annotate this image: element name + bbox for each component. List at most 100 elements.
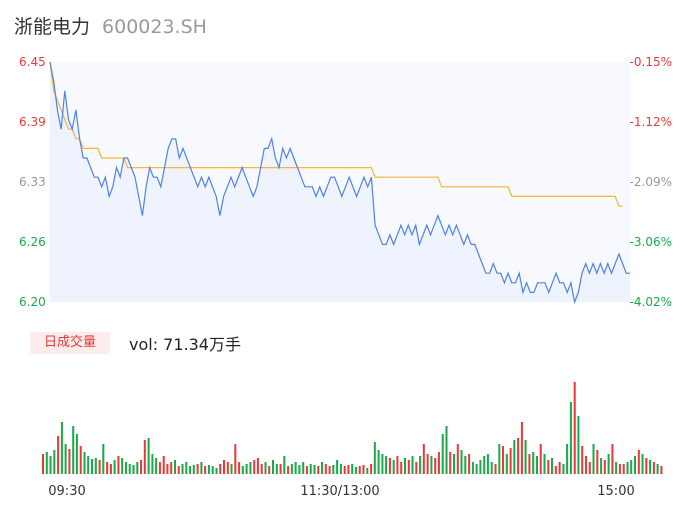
volume-bar [185, 462, 188, 474]
volume-bar [528, 454, 531, 474]
volume-bar [660, 466, 663, 474]
volume-bar [475, 464, 478, 474]
volume-bar [502, 446, 505, 474]
volume-bar [302, 462, 305, 474]
volume-bar [60, 422, 63, 474]
volume-bar [585, 456, 588, 474]
volume-bar [102, 444, 105, 474]
volume-bar [155, 458, 158, 474]
volume-bar [125, 462, 128, 474]
volume-bar [238, 462, 241, 474]
volume-bar [332, 465, 335, 474]
volume-bar [147, 438, 150, 474]
volume-bar [113, 460, 116, 474]
volume-bar [483, 456, 486, 474]
volume-bar [509, 448, 512, 474]
volume-bar [649, 460, 652, 474]
volume-bar [366, 468, 369, 474]
volume-bar [569, 402, 572, 474]
volume-bar [464, 456, 467, 474]
volume-bar [268, 466, 271, 474]
volume-bar [226, 462, 229, 474]
volume-bar [245, 464, 248, 474]
volume-bar [298, 465, 301, 474]
volume-readout: vol: 71.34万手 [129, 335, 241, 354]
volume-bar [581, 446, 584, 474]
volume-bar [415, 462, 418, 474]
y-pct-tick-label: -1.12% [630, 115, 672, 129]
volume-bar [143, 440, 146, 474]
volume-bar [275, 464, 278, 474]
y-pct-tick-label: -2.09% [630, 175, 672, 189]
volume-bar [207, 465, 210, 474]
volume-bar [422, 444, 425, 474]
volume-bar [196, 464, 199, 474]
volume-bar [343, 466, 346, 474]
volume-bar [566, 444, 569, 474]
volume-bar [162, 456, 165, 474]
volume-bar [279, 464, 282, 474]
volume-bar [53, 450, 56, 474]
volume-bar [498, 444, 501, 474]
volume-bar [328, 466, 331, 474]
volume-bar [471, 462, 474, 474]
volume-bar [45, 452, 48, 474]
volume-bar [72, 426, 75, 474]
volume-bar [430, 456, 433, 474]
volume-bar [404, 458, 407, 474]
volume-bar [83, 452, 86, 474]
stock-header: 浙能电力 600023.SH [14, 12, 207, 42]
volume-bar [132, 465, 135, 474]
volume-bar [192, 465, 195, 474]
volume-bar [68, 449, 71, 474]
volume-bar [260, 464, 263, 474]
volume-bar [166, 464, 169, 474]
volume-bar [79, 446, 82, 474]
volume-bar [445, 426, 448, 474]
daily-volume-tab[interactable]: 日成交量 [30, 332, 110, 354]
volume-bar [170, 462, 173, 474]
x-tick-label: 15:00 [597, 484, 634, 499]
volume-bar [136, 462, 139, 474]
volume-bar [434, 458, 437, 474]
volume-bar [321, 462, 324, 474]
volume-bar [317, 466, 320, 474]
volume-bar [637, 450, 640, 474]
volume-bar [370, 464, 373, 474]
volume-bar [468, 454, 471, 474]
volume-bar [283, 456, 286, 474]
stock-code: 600023.SH [102, 16, 207, 38]
volume-bar [234, 444, 237, 474]
x-tick-label: 11:30/13:00 [300, 484, 379, 499]
volume-bar [577, 416, 580, 474]
volume-bar [513, 440, 516, 474]
volume-bar [117, 456, 120, 474]
volume-bar [174, 460, 177, 474]
volume-bar [290, 464, 293, 474]
volume-bar [121, 458, 124, 474]
volume-bar [505, 454, 508, 474]
volume-bar [373, 442, 376, 474]
volume-bar [347, 465, 350, 474]
volume-bar [381, 454, 384, 474]
volume-bar [351, 464, 354, 474]
volume-bar [652, 462, 655, 474]
volume-bar [256, 458, 259, 474]
volume-bar [42, 454, 45, 474]
volume-bar [524, 440, 527, 474]
volume-bar [313, 465, 316, 474]
volume-bar [57, 436, 60, 474]
price-area-fill [50, 62, 630, 302]
volume-bar [362, 465, 365, 474]
volume-bar [94, 458, 97, 474]
volume-bar [494, 464, 497, 474]
volume-bar [456, 444, 459, 474]
volume-bar [645, 458, 648, 474]
volume-bar [562, 464, 565, 474]
volume-bar [460, 450, 463, 474]
volume-bar [230, 464, 233, 474]
volume-bar [181, 464, 184, 474]
y-pct-tick-label: -0.15% [630, 55, 672, 69]
volume-bar [592, 444, 595, 474]
